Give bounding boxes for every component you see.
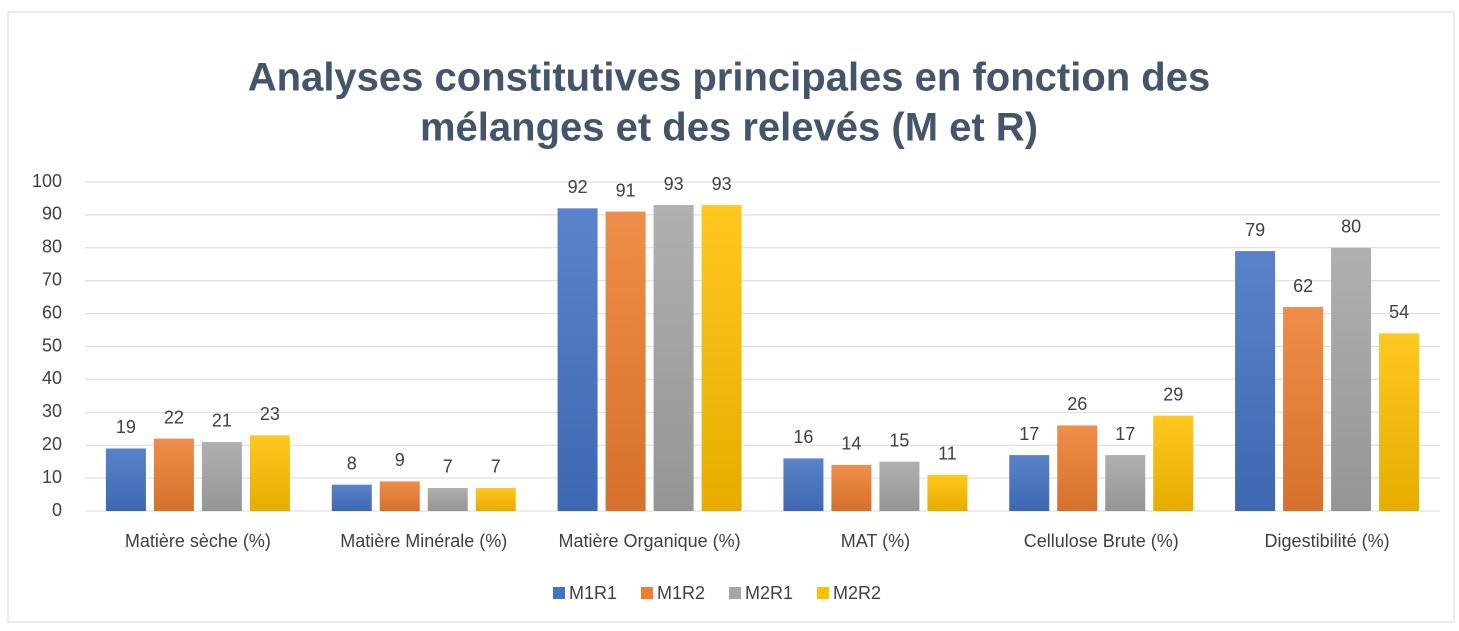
bar [701, 205, 742, 511]
data-label: 16 [793, 427, 813, 447]
data-label: 23 [260, 404, 280, 424]
x-tick-label: Matière Minérale (%) [340, 531, 507, 551]
data-label: 15 [889, 430, 909, 450]
y-tick-label: 90 [42, 204, 62, 224]
bar [927, 474, 968, 511]
y-tick-label: 10 [42, 467, 62, 487]
bar [1009, 455, 1050, 511]
legend-swatch [729, 587, 741, 599]
x-tick-label: Digestibilité (%) [1265, 531, 1390, 551]
legend-label: M1R2 [657, 583, 705, 603]
data-label: 22 [164, 407, 184, 427]
bar [427, 487, 468, 511]
y-tick-label: 20 [42, 434, 62, 454]
data-label: 9 [395, 450, 405, 470]
data-label: 11 [938, 444, 957, 464]
data-label: 7 [443, 457, 453, 477]
bar [475, 487, 516, 511]
bar [105, 448, 146, 511]
bar [1331, 247, 1372, 512]
data-label: 21 [212, 411, 232, 431]
data-label: 91 [616, 180, 636, 200]
data-label: 14 [841, 434, 861, 454]
x-tick-label: Matière sèche (%) [125, 531, 271, 551]
bar [201, 441, 242, 511]
data-label: 92 [568, 177, 588, 197]
bar [879, 461, 920, 511]
data-label: 93 [712, 174, 732, 194]
legend-label: M1R1 [569, 583, 617, 603]
data-label: 93 [664, 174, 684, 194]
data-label: 17 [1019, 424, 1039, 444]
data-label: 29 [1163, 384, 1183, 404]
bar [379, 481, 420, 511]
data-label: 17 [1115, 424, 1135, 444]
bar [153, 438, 194, 511]
chart-title: Analyses constitutives principales en fo… [248, 56, 1210, 100]
data-label: 7 [491, 457, 501, 477]
data-label: 54 [1389, 302, 1409, 322]
bar [249, 435, 290, 511]
y-tick-label: 70 [42, 269, 62, 289]
y-tick-label: 100 [32, 171, 62, 191]
x-tick-label: Cellulose Brute (%) [1024, 531, 1179, 551]
y-tick-label: 40 [42, 368, 62, 388]
y-tick-label: 80 [42, 237, 62, 257]
legend-label: M2R2 [833, 583, 881, 603]
x-tick-label: Matière Organique (%) [559, 531, 741, 551]
data-label: 79 [1245, 220, 1265, 240]
data-label: 62 [1293, 276, 1313, 296]
bar [1379, 333, 1420, 511]
bar [653, 205, 694, 511]
bar [605, 211, 646, 512]
bar [1283, 307, 1324, 511]
legend-swatch [817, 587, 829, 599]
legend-swatch [641, 587, 653, 599]
y-tick-label: 30 [42, 401, 62, 421]
y-tick-label: 60 [42, 302, 62, 322]
bar [331, 484, 372, 511]
x-tick-label: MAT (%) [841, 531, 910, 551]
data-label: 19 [116, 417, 136, 437]
bar [831, 464, 872, 511]
bar [783, 458, 824, 511]
y-tick-label: 50 [42, 335, 62, 355]
chart-title: mélanges et des relevés (M et R) [420, 106, 1038, 150]
y-tick-label: 0 [52, 500, 62, 520]
bar [1153, 415, 1194, 511]
bar [1105, 455, 1146, 511]
data-label: 8 [347, 453, 357, 473]
data-label: 26 [1067, 394, 1087, 414]
bar [1057, 425, 1098, 511]
legend-label: M2R1 [745, 583, 793, 603]
data-label: 80 [1341, 217, 1361, 237]
legend-swatch [553, 587, 565, 599]
bar [1235, 251, 1276, 511]
bar [557, 208, 598, 511]
